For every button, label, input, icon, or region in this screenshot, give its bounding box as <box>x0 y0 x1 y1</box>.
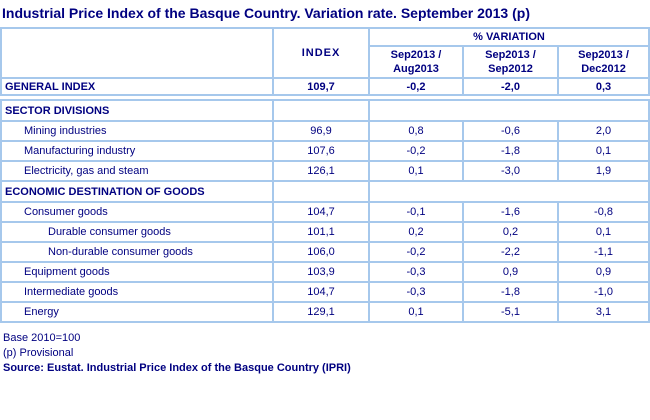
variation-year: -0,6 <box>462 120 559 142</box>
section-label: ECONOMIC DESTINATION OF GOODS <box>0 180 274 203</box>
row-manufacturing-industry: Manufacturing industry 107,6 -0,2 -1,8 0… <box>0 140 650 162</box>
empty-cell <box>367 99 650 122</box>
index-value: 103,9 <box>272 261 370 283</box>
index-value: 101,1 <box>272 221 370 243</box>
variation-ytd: -1,0 <box>556 281 650 303</box>
row-equipment-goods: Equipment goods 103,9 -0,3 0,9 0,9 <box>0 261 650 283</box>
variation-month: 0,2 <box>368 221 464 243</box>
footnotes: Base 2010=100 (p) Provisional Source: Eu… <box>0 331 650 376</box>
row-label: Mining industries <box>0 120 274 142</box>
index-value: 107,6 <box>272 140 370 162</box>
row-label: Consumer goods <box>0 201 274 223</box>
variation-year: -1,8 <box>462 140 559 162</box>
row-general-index: GENERAL INDEX 109,7 -0,2 -2,0 0,3 <box>0 77 650 96</box>
index-value: 104,7 <box>272 281 370 303</box>
variation-ytd: 2,0 <box>556 120 650 142</box>
corner-cell <box>0 27 274 79</box>
variation-month: 0,1 <box>368 301 464 323</box>
variation-month: 0,1 <box>368 160 464 182</box>
variation-year: 0,2 <box>462 221 559 243</box>
row-label: Equipment goods <box>0 261 274 283</box>
period-top: Sep2013 / <box>578 49 629 61</box>
empty-cell <box>272 99 370 122</box>
variation-ytd: 1,9 <box>556 160 650 182</box>
document: Industrial Price Index of the Basque Cou… <box>0 5 650 376</box>
row-electricity-gas-steam: Electricity, gas and steam 126,1 0,1 -3,… <box>0 160 650 182</box>
variation-month: 0,8 <box>368 120 464 142</box>
variation-ytd: 0,1 <box>556 140 650 162</box>
variation-month: -0,2 <box>368 77 464 96</box>
period-bottom: Sep2012 <box>488 63 533 75</box>
index-value: 126,1 <box>272 160 370 182</box>
header-row-variation: INDEX % VARIATION <box>0 27 650 79</box>
variation-month: -0,1 <box>368 201 464 223</box>
variation-year: -2,2 <box>462 241 559 263</box>
row-label: Durable consumer goods <box>0 221 274 243</box>
footnote-provisional: (p) Provisional <box>3 347 74 359</box>
variation-month: -0,2 <box>368 241 464 263</box>
variation-ytd: 0,1 <box>556 221 650 243</box>
variation-ytd: -1,1 <box>556 241 650 263</box>
footnote-base: Base 2010=100 <box>3 332 81 344</box>
index-value: 109,7 <box>272 77 370 96</box>
row-consumer-goods: Consumer goods 104,7 -0,1 -1,6 -0,8 <box>0 201 650 223</box>
variation-month: -0,3 <box>368 261 464 283</box>
page-title: Industrial Price Index of the Basque Cou… <box>2 5 530 21</box>
variation-year: -5,1 <box>462 301 559 323</box>
index-value: 104,7 <box>272 201 370 223</box>
index-value: 129,1 <box>272 301 370 323</box>
period-top: Sep2013 / <box>390 49 442 61</box>
period-bottom: Dec2012 <box>581 63 626 75</box>
empty-cell <box>367 180 650 203</box>
row-non-durable-consumer-goods: Non-durable consumer goods 106,0 -0,2 -2… <box>0 241 650 263</box>
footnote-source: Source: Eustat. Industrial Price Index o… <box>3 362 351 374</box>
row-intermediate-goods: Intermediate goods 104,7 -0,3 -1,8 -1,0 <box>0 281 650 303</box>
variation-month: -0,3 <box>368 281 464 303</box>
variation-year: -1,6 <box>462 201 559 223</box>
price-index-table-header-block: INDEX % VARIATION Sep2013 / Aug2013 Sep2… <box>0 27 650 96</box>
variation-year: -2,0 <box>462 77 559 96</box>
col-header-index: INDEX <box>272 27 370 79</box>
index-value: 96,9 <box>272 120 370 142</box>
row-label: Energy <box>0 301 274 323</box>
row-label: Non-durable consumer goods <box>0 241 274 263</box>
period-top: Sep2013 / <box>485 49 536 61</box>
col-header-period-sep-aug: Sep2013 / Aug2013 <box>368 45 464 79</box>
section-header-sector-divisions: SECTOR DIVISIONS <box>0 99 650 122</box>
row-energy: Energy 129,1 0,1 -5,1 3,1 <box>0 301 650 323</box>
row-mining-industries: Mining industries 96,9 0,8 -0,6 2,0 <box>0 120 650 142</box>
variation-year: 0,9 <box>462 261 559 283</box>
row-label: Electricity, gas and steam <box>0 160 274 182</box>
row-durable-consumer-goods: Durable consumer goods 101,1 0,2 0,2 0,1 <box>0 221 650 243</box>
variation-ytd: 3,1 <box>556 301 650 323</box>
col-header-period-sep-dec: Sep2013 / Dec2012 <box>556 45 650 79</box>
variation-year: -3,0 <box>462 160 559 182</box>
empty-cell <box>272 180 370 203</box>
row-label: Manufacturing industry <box>0 140 274 162</box>
variation-ytd: 0,9 <box>556 261 650 283</box>
variation-ytd: -0,8 <box>556 201 650 223</box>
row-label: GENERAL INDEX <box>0 77 274 96</box>
header-row-periods: Sep2013 / Aug2013 Sep2013 / Sep2012 Sep2… <box>1 45 650 79</box>
section-label: SECTOR DIVISIONS <box>0 99 274 122</box>
section-header-economic-destination: ECONOMIC DESTINATION OF GOODS <box>0 180 650 203</box>
variation-year: -1,8 <box>462 281 559 303</box>
col-header-variation: % VARIATION <box>367 27 650 47</box>
row-label: Intermediate goods <box>0 281 274 303</box>
index-value: 106,0 <box>272 241 370 263</box>
variation-ytd: 0,3 <box>556 77 650 96</box>
variation-month: -0,2 <box>368 140 464 162</box>
period-bottom: Aug2013 <box>393 63 439 75</box>
col-header-period-sep-sep: Sep2013 / Sep2012 <box>462 45 559 79</box>
price-index-table-body-block: SECTOR DIVISIONS Mining industries 96,9 … <box>0 99 650 323</box>
